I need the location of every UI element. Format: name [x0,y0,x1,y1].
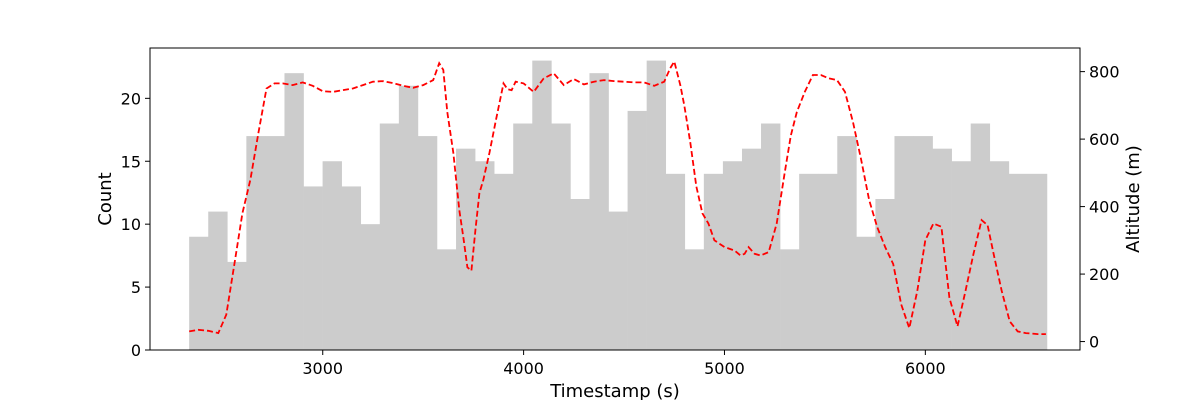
histogram-bar [513,123,533,350]
histogram-bar [303,186,323,350]
histogram-bar [246,136,266,350]
histogram-bar [208,211,228,350]
y2-tick-label: 600 [1089,130,1120,149]
y-axis-left-ticks: 0 5 10 15 20 [121,89,150,360]
histogram-bar [360,224,381,350]
histogram-bar [189,236,209,350]
y2-tick-label: 800 [1089,63,1120,82]
histogram-bar [379,123,400,350]
histogram-bar [341,186,362,350]
histogram-bar [684,249,705,350]
histogram-bar [1008,173,1029,350]
histogram-bar [856,236,876,350]
histogram-bar [322,161,342,350]
altitude-series-line [189,59,1046,336]
histogram-bar [494,173,514,350]
histogram-bar [913,136,933,350]
histogram-bar [799,173,819,350]
histogram-bar [570,199,590,350]
y-tick-label: 15 [121,152,141,171]
x-tick-label: 5000 [704,359,745,378]
histogram-bar [646,60,667,350]
histogram-bar [761,123,781,350]
x-axis-title: Timestamp (s) [549,381,680,400]
histogram-bar [417,136,438,350]
histogram-bar [1027,173,1048,350]
histogram-bar [970,123,991,350]
histogram-bar [475,161,495,350]
histogram-bar [989,161,1010,350]
x-tick-label: 6000 [905,359,946,378]
histogram-bar [551,123,571,350]
histogram-bars [189,60,1048,351]
y2-tick-label: 400 [1089,198,1120,217]
x-axis-ticks: 3000 4000 5000 6000 [302,350,946,378]
histogram-bar [227,261,247,350]
histogram-bar [627,110,647,351]
plot-frame [149,47,1081,351]
histogram-bar [722,161,743,350]
histogram-bar [608,211,628,350]
histogram-bar [703,173,724,350]
y-axis-right-ticks: 0 200 400 600 800 [1080,63,1120,352]
y2-tick-label: 0 [1089,333,1099,352]
altitude-line-layer [189,59,1046,336]
histogram-bar [532,60,552,350]
histogram-bar [665,173,686,350]
histogram-bar [932,148,952,350]
histogram-bar [265,136,285,350]
histogram-bar [875,199,895,350]
histogram-bar [284,73,304,351]
histogram-bar [951,161,972,350]
histogram-bar [837,136,857,350]
histogram-bar [780,249,800,350]
histogram-bar [894,136,914,350]
y-tick-label: 10 [121,215,141,234]
y-tick-label: 20 [121,89,141,108]
histogram-bar [818,173,838,350]
y-tick-label: 0 [131,341,141,360]
y-axis-right-title: Altitude (m) [1123,145,1144,253]
x-tick-label: 4000 [503,359,544,378]
histogram-bar [436,249,457,350]
x-tick-label: 3000 [302,359,343,378]
histogram-bar [589,73,609,351]
y-axis-left-title: Count [95,172,116,225]
y2-tick-label: 200 [1089,265,1120,284]
y-tick-label: 5 [131,278,141,297]
histogram-bar [398,85,419,350]
